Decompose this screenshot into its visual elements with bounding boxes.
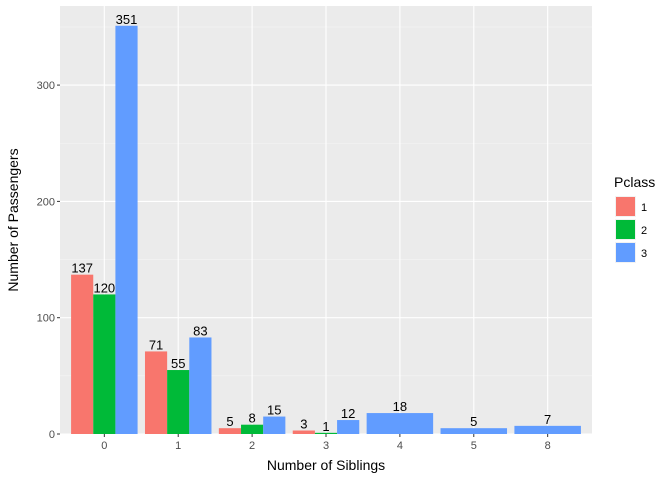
data-label-1-class-1: 71 [149, 337, 163, 352]
x-tick-label: 5 [471, 440, 477, 452]
y-axis: 0 100 200 300 [37, 80, 60, 441]
x-axis-title: Number of Siblings [267, 457, 385, 473]
data-label-8-class-3: 7 [544, 412, 551, 427]
y-axis-title: Number of Passengers [5, 148, 21, 291]
legend-swatch-3 [616, 243, 635, 262]
bar-1-class-3 [189, 337, 212, 434]
x-tick-label: 0 [101, 440, 107, 452]
legend: Pclass 1 2 3 [614, 174, 655, 263]
y-tick-label: 100 [37, 313, 55, 325]
bar-3-class-3 [337, 420, 360, 434]
bar-3-class-1 [292, 430, 315, 434]
data-label-2-class-2: 8 [248, 411, 255, 426]
legend-title: Pclass [614, 174, 655, 190]
data-label-3-class-1: 3 [300, 417, 307, 432]
legend-swatch-1 [616, 197, 635, 216]
legend-items: 1 2 3 [615, 196, 647, 263]
y-tick-label: 0 [49, 429, 55, 441]
data-label-0-class-3: 351 [116, 12, 138, 27]
data-label-3-class-3: 12 [341, 406, 355, 421]
x-tick-label: 1 [175, 440, 181, 452]
y-tick-label: 200 [37, 196, 55, 208]
bar-0-class-2 [93, 294, 116, 434]
x-tick-label: 4 [397, 440, 403, 452]
data-label-0-class-1: 137 [71, 261, 93, 276]
legend-label-3: 3 [641, 248, 647, 260]
x-tick-label: 2 [249, 440, 255, 452]
legend-label-1: 1 [641, 202, 647, 214]
bar-1-class-1 [144, 351, 168, 434]
data-label-1-class-2: 55 [171, 356, 185, 371]
legend-label-2: 2 [641, 225, 647, 237]
bar-1-class-2 [167, 370, 190, 434]
grid-lines [60, 6, 592, 435]
y-tick-label: 300 [37, 80, 55, 92]
data-label-5-class-3: 5 [470, 414, 477, 429]
data-label-2-class-3: 15 [267, 403, 281, 418]
x-tick-label: 8 [545, 440, 551, 452]
bar-5-class-3 [440, 428, 508, 434]
bar-3-class-2 [314, 432, 338, 434]
x-axis: 0 1 2 3 4 5 8 [101, 434, 551, 452]
bar-0-class-1 [71, 274, 94, 434]
bar-8-class-3 [514, 425, 581, 434]
x-tick-label: 3 [323, 440, 329, 452]
bar-2-class-3 [263, 416, 286, 434]
bar-2-class-2 [241, 424, 264, 434]
data-label-3-class-2: 1 [322, 419, 329, 434]
bar-4-class-3 [366, 413, 434, 434]
data-label-0-class-2: 120 [93, 280, 115, 295]
legend-swatch-2 [616, 220, 635, 239]
data-label-4-class-3: 18 [393, 399, 407, 414]
bar-0-class-3 [115, 25, 138, 435]
data-label-1-class-3: 83 [193, 323, 207, 338]
bars [71, 25, 581, 435]
data-label-2-class-1: 5 [226, 414, 233, 429]
bar-2-class-1 [218, 428, 242, 434]
